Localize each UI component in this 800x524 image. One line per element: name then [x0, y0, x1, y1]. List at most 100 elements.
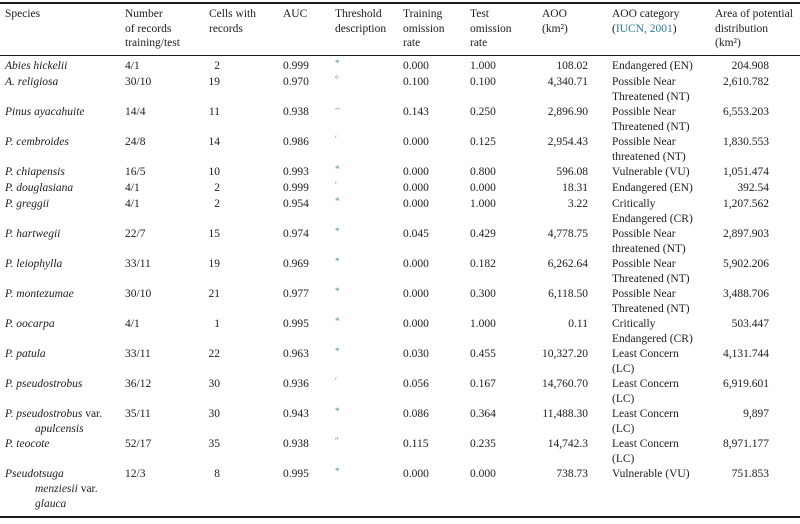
cell-auc: 0.963	[283, 347, 309, 360]
cell-training-omission-rate: 0.000	[403, 287, 429, 300]
aoo-category-line: threatened (NT)	[612, 242, 686, 255]
threshold-footnote-mark: *	[335, 225, 340, 236]
cell-test-omission-rate: 0.167	[470, 377, 496, 390]
cell-test-omission-rate: 0.000	[470, 467, 496, 480]
cell-cells-with-records: 30	[208, 377, 221, 390]
cell-area-potential-distribution: 1,207.562	[723, 197, 769, 210]
cell-test-omission-rate: 1.000	[470, 197, 496, 210]
cell-threshold-description: *	[333, 466, 403, 517]
cell-auc: 0.954	[283, 197, 309, 210]
cell-aoo-km2: 2,896.90	[547, 105, 588, 118]
cell-records-training-test: 12/3	[125, 467, 146, 480]
col-header-threshold: Threshold description	[333, 3, 403, 56]
cell-area-potential-distribution: 9,897	[743, 407, 769, 420]
cell-cells-with-records: 1	[214, 317, 220, 330]
col-header-auc: AUC	[283, 3, 333, 56]
cell-auc: 0.938	[283, 105, 309, 118]
cell-cells-with-records: 30	[208, 407, 221, 420]
cell-area-potential-distribution: 6,553.203	[723, 105, 769, 118]
cell-aoo-category: Possible Near Threatened (NT)	[610, 105, 713, 135]
cell-training-omission-rate: 0.000	[403, 59, 429, 72]
aoo-category-line: Least Concern	[612, 377, 679, 390]
table-row: Abies hickelii 4/1 2 0.999 * 0.000 1.000 108.02…	[0, 55, 800, 75]
cell-aoo-km2: 18.31	[562, 181, 588, 194]
cell-records-training-test: 33/11	[125, 347, 151, 360]
aoo-category-line: Possible Near	[612, 75, 676, 88]
cell-threshold-description: *	[333, 225, 403, 257]
cell-auc: 0.995	[283, 317, 309, 330]
cell-area-potential-distribution: 6,919.601	[723, 377, 769, 390]
cell-training-omission-rate: 0.000	[403, 197, 429, 210]
aoo-category-line: Critically	[612, 197, 656, 210]
aoo-category-line: (LC)	[612, 422, 635, 435]
cell-test-omission-rate: 0.364	[470, 407, 496, 420]
aoo-category-line: Endangered (EN)	[612, 181, 693, 194]
col-header-cells-with-records: Cells with records	[207, 3, 283, 56]
table-row: P. pseudostrobus 36/12 30 0.936 ′ 0.056 0.167 1…	[0, 376, 800, 407]
cell-area-potential-distribution: 2,610.782	[723, 75, 769, 88]
cell-area-potential-distribution: 5,902.206	[723, 257, 769, 270]
iucn-citation-link[interactable]: IUCN, 2001	[615, 22, 673, 35]
cell-records-training-test: 52/17	[125, 437, 152, 450]
cell-threshold-description: *	[333, 285, 403, 317]
cell-aoo-category: Least Concern (LC)	[610, 407, 713, 437]
cell-test-omission-rate: 0.455	[470, 347, 496, 360]
threshold-footnote-mark: *	[335, 315, 340, 326]
aoo-category-line: Least Concern	[612, 407, 679, 420]
species-name-line: P. pseudostrobus var.	[5, 407, 103, 420]
cell-records-training-test: 14/4	[125, 105, 146, 118]
cell-threshold-description: *	[333, 195, 403, 227]
cell-area-potential-distribution: 2,897.903	[723, 227, 769, 240]
cell-area-potential-distribution: 503.447	[731, 317, 769, 330]
cell-training-omission-rate: 0.000	[403, 317, 429, 330]
cell-threshold-description: *	[333, 346, 403, 377]
cell-aoo-category: Possible Near Threatened (NT)	[610, 287, 713, 317]
cell-auc: 0.977	[283, 287, 309, 300]
table-row: P. teocote 52/17 35 0.938 ″ 0.115 0.235 14,742.…	[0, 436, 800, 467]
cell-records-training-test: 4/1	[125, 197, 140, 210]
cell-auc: 0.936	[283, 377, 309, 390]
aoo-category-line: Least Concern	[612, 347, 679, 360]
cell-threshold-description: *	[333, 164, 403, 181]
table-row: P. montezumae 30/10 21 0.977 * 0.000 0.300 6,11…	[0, 285, 800, 317]
cell-threshold-description: °	[333, 74, 403, 105]
species-name-line: P. pseudostrobus	[5, 377, 83, 390]
aoo-category-line: Threatened (NT)	[612, 90, 690, 103]
cell-area-potential-distribution: 3,488.706	[723, 287, 769, 300]
cell-species: Abies hickelii	[0, 55, 125, 75]
col-header-aoo: AOO (km²)	[542, 3, 610, 56]
cell-aoo-category: Possible Near threatened (NT)	[610, 135, 713, 165]
species-name-line: P. cembroides	[5, 135, 69, 148]
aoo-category-line: Threatened (NT)	[612, 272, 690, 285]
cell-aoo-category: Endangered (EN)	[610, 181, 713, 197]
cell-threshold-description: *	[333, 405, 403, 437]
cell-records-training-test: 24/8	[125, 135, 146, 148]
cell-training-omission-rate: 0.000	[403, 135, 429, 148]
cell-aoo-km2: 4,778.75	[547, 227, 588, 240]
cell-records-training-test: 4/1	[125, 59, 140, 72]
species-name-line: A. religiosa	[5, 75, 59, 88]
cell-species: P. cembroides	[0, 135, 125, 165]
cell-test-omission-rate: 0.800	[470, 165, 496, 178]
cell-aoo-km2: 10,327.20	[542, 347, 588, 360]
aoo-category-line: Possible Near	[612, 257, 676, 270]
aoo-category-line: Possible Near	[612, 105, 676, 118]
aoo-category-line: threatened (NT)	[612, 150, 686, 163]
cell-cells-with-records: 2	[214, 59, 220, 72]
species-name-line: P. leiophylla	[5, 257, 63, 270]
cell-auc: 0.974	[283, 227, 309, 240]
col-header-test-omission: Test omission rate	[470, 3, 542, 56]
species-name-line: P. patula	[5, 347, 46, 360]
species-name-line: P. oocarpa	[5, 317, 55, 330]
threshold-footnote-mark: *	[335, 195, 340, 206]
threshold-footnote-mark: *	[335, 285, 340, 296]
species-name-line: Abies hickelii	[5, 59, 68, 72]
cell-training-omission-rate: 0.030	[403, 347, 429, 360]
cell-test-omission-rate: 1.000	[470, 59, 496, 72]
threshold-footnote-mark: *	[335, 405, 340, 416]
aoo-category-line: Threatened (NT)	[612, 120, 690, 133]
col-header-records: Number of records training/test	[125, 3, 207, 56]
cell-records-training-test: 16/5	[125, 165, 146, 178]
cell-training-omission-rate: 0.115	[403, 437, 429, 450]
